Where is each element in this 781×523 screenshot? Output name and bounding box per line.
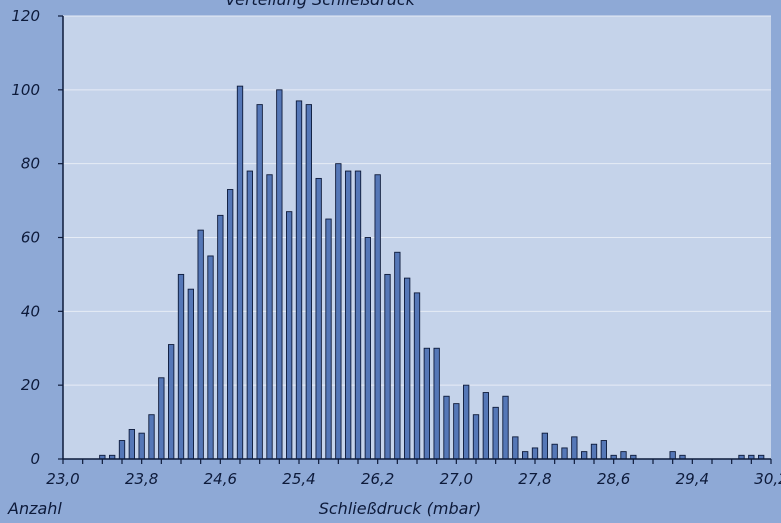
histogram-bar [168,344,175,460]
x-tick-label: 23,8 [125,470,158,488]
histogram-bar [227,189,234,460]
histogram-bar [207,255,214,460]
y-axis-label: Anzahl [7,499,62,518]
x-tick-label: 24,6 [204,470,237,488]
histogram-bar [246,170,253,460]
x-tick-label: 27,8 [518,470,551,488]
x-tick-label: 23,0 [46,470,79,488]
histogram-bar [463,384,470,460]
histogram-bar [266,174,273,460]
histogram-bar [482,392,489,460]
histogram-bar [335,163,342,460]
histogram-bar [364,237,371,460]
y-tick-label: 40 [21,302,40,320]
histogram-bar [138,432,145,460]
x-tick-label: 29,4 [676,470,709,488]
histogram-bar [325,218,332,460]
histogram-bar [590,443,598,460]
x-tick-label: 30,2 [754,470,781,488]
histogram-bar [394,251,401,460]
x-tick-labels: 23,0 23,8 24,6 25,4 26,2 27,0 27,8 28,6 29,4 30,2 [46,459,781,488]
x-tick-label: 26,2 [361,470,394,488]
histogram-bar [315,177,322,460]
histogram-bar [522,451,529,460]
histogram-bar [354,170,362,460]
histogram-bar [423,347,430,460]
histogram-bar [177,273,185,460]
histogram-bar [158,377,165,460]
histogram-bar [197,229,204,460]
histogram-bar [236,85,244,460]
histogram-bar [187,288,194,460]
histogram-bar [404,277,411,460]
histogram-bar [531,447,539,460]
histogram-bar [541,432,548,460]
histogram-bar [256,104,263,460]
histogram-bar [600,440,607,460]
histogram-bar [276,89,283,460]
histogram-bar [571,436,578,460]
histogram-bar [581,451,588,460]
histogram-bar [384,273,391,460]
histogram-bar [305,104,312,460]
histogram-bar [551,443,558,460]
histogram-bar [128,429,135,460]
y-tick-labels: 0 20 40 60 80 100 120 [11,7,63,468]
histogram-bar [374,174,381,460]
y-tick-label: 80 [21,155,40,173]
x-tick-label: 25,4 [282,470,315,488]
y-tick-label: 0 [30,450,40,468]
x-axis-label: Schließdruck (mbar) [319,499,482,518]
chart-title: Verteilung Schließdruck [225,0,416,9]
histogram-bar [433,347,440,460]
x-tick-label: 27,0 [440,470,473,488]
histogram-bar [443,395,450,460]
histogram-bar [620,451,627,460]
y-tick-label: 120 [11,7,40,25]
histogram-bar [502,395,509,460]
histogram-bar [492,406,499,460]
histogram-bar [286,211,293,460]
histogram-bar [295,100,303,460]
histogram-bar [413,292,421,460]
histogram-bar [472,414,480,460]
y-tick-label: 100 [11,81,40,99]
histogram-bar [148,414,155,460]
histogram-bar [453,403,460,460]
histogram-bar [217,214,224,460]
x-tick-label: 28,6 [597,470,630,488]
histogram-bar [512,436,519,460]
histogram-bar [561,447,568,460]
histogram-bar [118,440,126,460]
y-tick-label: 20 [21,376,40,394]
y-tick-label: 60 [21,229,40,247]
histogram-bar [669,451,676,460]
histogram-bar [345,170,352,460]
